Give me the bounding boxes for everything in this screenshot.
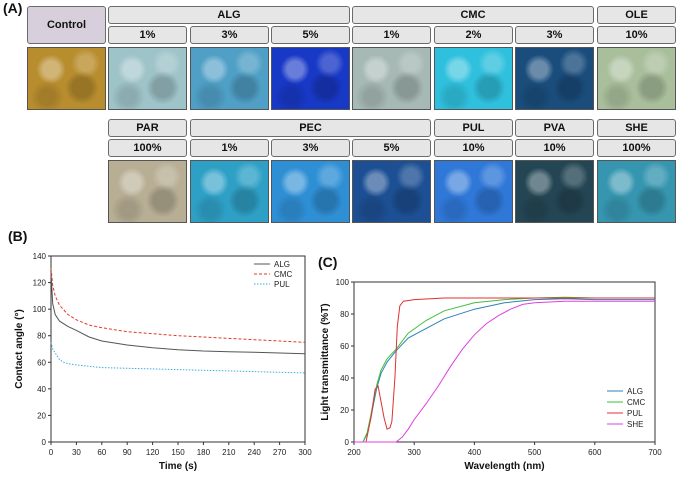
legend-label-cmc: CMC bbox=[274, 270, 292, 279]
x-tick-label: 200 bbox=[347, 448, 361, 457]
x-tick-label: 180 bbox=[197, 448, 211, 457]
y-tick-label: 80 bbox=[37, 332, 46, 341]
contact-angle-chart: 0 30 60 90 120 150 180 210 240 270 300 0 20 40 60 80 100… bbox=[14, 252, 312, 472]
x-tick-label: 500 bbox=[528, 448, 542, 457]
series-line-cmc bbox=[354, 296, 655, 443]
photo-cmc-1 bbox=[352, 47, 431, 110]
x-tick-label: 600 bbox=[588, 448, 602, 457]
x-tick-label: 210 bbox=[222, 448, 236, 457]
x-tick-label: 90 bbox=[123, 448, 132, 457]
x-tick-label: 240 bbox=[248, 448, 262, 457]
photo-she-1 bbox=[597, 160, 676, 223]
concentration-label-cmc-1: 1% bbox=[352, 26, 431, 44]
concentration-label-alg-3: 5% bbox=[271, 26, 350, 44]
y-axis-label: Contact angle (°) bbox=[14, 309, 25, 389]
y-tick-label: 60 bbox=[340, 342, 349, 351]
transmittance-chart: 200 300 400 500 600 700 0 20 40 60 80 100 Wavelength… bbox=[320, 278, 662, 472]
x-tick-label: 60 bbox=[97, 448, 106, 457]
concentration-label-cmc-2: 2% bbox=[434, 26, 513, 44]
group-header-pva: PVA bbox=[515, 119, 594, 137]
control-photo bbox=[27, 47, 106, 110]
x-tick-label: 0 bbox=[49, 448, 54, 457]
y-tick-label: 40 bbox=[37, 385, 46, 394]
panel-label-c: (C) bbox=[318, 254, 338, 270]
group-header-ole: OLE bbox=[597, 6, 676, 24]
x-tick-label: 700 bbox=[648, 448, 662, 457]
photo-pul-1 bbox=[434, 160, 513, 223]
y-tick-label: 120 bbox=[33, 279, 47, 288]
photo-alg-3 bbox=[271, 47, 350, 110]
concentration-label-pec-3: 5% bbox=[352, 139, 431, 157]
concentration-label-she-1: 100% bbox=[597, 139, 676, 157]
y-tick-label: 20 bbox=[37, 411, 46, 420]
photo-alg-2 bbox=[190, 47, 269, 110]
group-header-alg: ALG bbox=[108, 6, 350, 24]
x-tick-label: 400 bbox=[468, 448, 482, 457]
photo-alg-1 bbox=[108, 47, 187, 110]
y-tick-label: 100 bbox=[33, 305, 47, 314]
legend-label-she: SHE bbox=[627, 420, 643, 429]
photo-pva-1 bbox=[515, 160, 594, 223]
x-axis-label: Time (s) bbox=[159, 461, 197, 472]
x-axis-label: Wavelength (nm) bbox=[464, 461, 544, 472]
photo-cmc-3 bbox=[515, 47, 594, 110]
x-tick-label: 150 bbox=[171, 448, 185, 457]
x-tick-label: 270 bbox=[273, 448, 287, 457]
legend-label-cmc: CMC bbox=[627, 398, 645, 407]
photo-pec-2 bbox=[271, 160, 350, 223]
series-line-pul bbox=[354, 297, 655, 443]
group-header-par: PAR bbox=[108, 119, 187, 137]
y-tick-label: 60 bbox=[37, 358, 46, 367]
series-line-alg bbox=[50, 271, 306, 355]
x-tick-label: 300 bbox=[408, 448, 422, 457]
y-tick-label: 0 bbox=[345, 438, 350, 447]
x-tick-label: 30 bbox=[72, 448, 81, 457]
legend-label-alg: ALG bbox=[274, 260, 290, 269]
x-tick-label: 300 bbox=[298, 448, 312, 457]
y-tick-label: 20 bbox=[340, 406, 349, 415]
photo-cmc-2 bbox=[434, 47, 513, 110]
group-header-she: SHE bbox=[597, 119, 676, 137]
x-tick-label: 120 bbox=[146, 448, 160, 457]
group-header-pec: PEC bbox=[190, 119, 431, 137]
photo-pec-1 bbox=[190, 160, 269, 223]
plot-frame bbox=[353, 281, 656, 443]
concentration-label-pul-1: 10% bbox=[434, 139, 513, 157]
concentration-label-par-1: 100% bbox=[108, 139, 187, 157]
concentration-label-cmc-3: 3% bbox=[515, 26, 594, 44]
group-header-pul: PUL bbox=[434, 119, 513, 137]
concentration-label-pec-1: 1% bbox=[190, 139, 269, 157]
concentration-label-ole-1: 10% bbox=[597, 26, 676, 44]
y-tick-label: 100 bbox=[336, 278, 350, 287]
control-header: Control bbox=[27, 6, 106, 44]
photo-ole-1 bbox=[597, 47, 676, 110]
concentration-label-alg-2: 3% bbox=[190, 26, 269, 44]
series-line-cmc bbox=[50, 267, 306, 343]
y-axis-label: Light transmittance (%T) bbox=[320, 303, 331, 420]
concentration-label-pva-1: 10% bbox=[515, 139, 594, 157]
concentration-label-alg-1: 1% bbox=[108, 26, 187, 44]
legend-label-pul: PUL bbox=[627, 409, 643, 418]
concentration-label-pec-2: 3% bbox=[271, 139, 350, 157]
legend-label-alg: ALG bbox=[627, 387, 643, 396]
group-header-cmc: CMC bbox=[352, 6, 594, 24]
panel-label-b: (B) bbox=[8, 228, 28, 244]
series-line-alg bbox=[354, 298, 655, 443]
legend-label-pul: PUL bbox=[274, 280, 290, 289]
y-tick-label: 0 bbox=[42, 438, 47, 447]
photo-par-1 bbox=[108, 160, 187, 223]
panel-label-a: (A) bbox=[3, 0, 23, 16]
y-tick-label: 80 bbox=[340, 310, 349, 319]
y-tick-label: 140 bbox=[33, 252, 47, 261]
series-line-pul bbox=[50, 342, 306, 374]
photo-pec-3 bbox=[352, 160, 431, 223]
series-line-she bbox=[354, 300, 655, 443]
y-tick-label: 40 bbox=[340, 374, 349, 383]
